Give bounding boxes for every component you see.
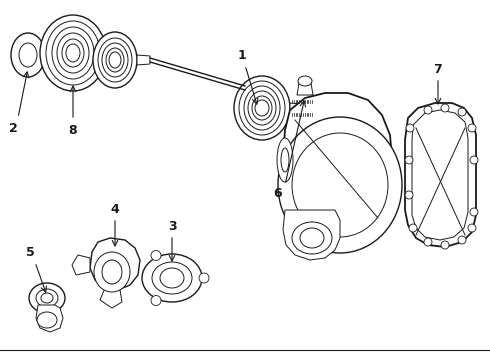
Ellipse shape	[46, 21, 100, 85]
Ellipse shape	[298, 76, 312, 86]
Text: 7: 7	[434, 63, 442, 76]
Ellipse shape	[300, 228, 324, 248]
Circle shape	[406, 124, 414, 132]
Polygon shape	[90, 238, 140, 290]
Circle shape	[458, 236, 466, 244]
Ellipse shape	[248, 91, 276, 125]
Polygon shape	[36, 305, 63, 332]
Polygon shape	[283, 93, 392, 230]
Text: 6: 6	[274, 186, 282, 199]
Ellipse shape	[292, 133, 388, 237]
Ellipse shape	[62, 39, 84, 67]
Ellipse shape	[281, 148, 289, 172]
Ellipse shape	[29, 283, 65, 313]
Circle shape	[458, 108, 466, 116]
Polygon shape	[405, 103, 476, 247]
Ellipse shape	[255, 100, 269, 116]
Ellipse shape	[106, 48, 124, 72]
Ellipse shape	[102, 260, 122, 284]
Ellipse shape	[252, 96, 272, 120]
Ellipse shape	[40, 15, 106, 91]
Polygon shape	[137, 55, 150, 65]
Ellipse shape	[19, 43, 37, 67]
Ellipse shape	[36, 289, 58, 307]
Ellipse shape	[41, 293, 53, 303]
Ellipse shape	[278, 117, 402, 253]
Ellipse shape	[244, 86, 280, 130]
Text: 4: 4	[111, 202, 120, 216]
Ellipse shape	[37, 312, 57, 328]
Text: 3: 3	[168, 220, 176, 233]
Polygon shape	[412, 110, 468, 240]
Ellipse shape	[102, 43, 128, 77]
Circle shape	[405, 156, 413, 164]
Polygon shape	[290, 103, 314, 113]
Polygon shape	[297, 83, 313, 95]
Circle shape	[424, 238, 432, 246]
Ellipse shape	[11, 33, 45, 77]
Circle shape	[441, 104, 449, 112]
Circle shape	[468, 124, 476, 132]
Circle shape	[199, 273, 209, 283]
Circle shape	[470, 156, 478, 164]
Circle shape	[424, 106, 432, 114]
Circle shape	[409, 224, 417, 232]
Ellipse shape	[142, 254, 202, 302]
Ellipse shape	[93, 32, 137, 88]
Ellipse shape	[292, 222, 332, 254]
Ellipse shape	[57, 33, 89, 73]
Ellipse shape	[239, 81, 285, 135]
Ellipse shape	[234, 76, 290, 140]
Circle shape	[470, 208, 478, 216]
Ellipse shape	[66, 44, 80, 62]
Circle shape	[405, 191, 413, 199]
Ellipse shape	[277, 138, 293, 182]
Polygon shape	[72, 255, 90, 275]
Polygon shape	[100, 288, 122, 308]
Ellipse shape	[52, 27, 94, 79]
Ellipse shape	[109, 52, 121, 68]
Circle shape	[468, 224, 476, 232]
Ellipse shape	[98, 38, 132, 82]
Circle shape	[151, 251, 161, 261]
Polygon shape	[283, 210, 340, 260]
Text: 8: 8	[69, 123, 77, 136]
Ellipse shape	[152, 262, 192, 294]
Text: 1: 1	[238, 49, 246, 62]
Text: 5: 5	[25, 247, 34, 260]
Ellipse shape	[94, 252, 130, 292]
Ellipse shape	[160, 268, 184, 288]
Circle shape	[151, 296, 161, 306]
Circle shape	[441, 241, 449, 249]
Text: 2: 2	[9, 122, 17, 135]
